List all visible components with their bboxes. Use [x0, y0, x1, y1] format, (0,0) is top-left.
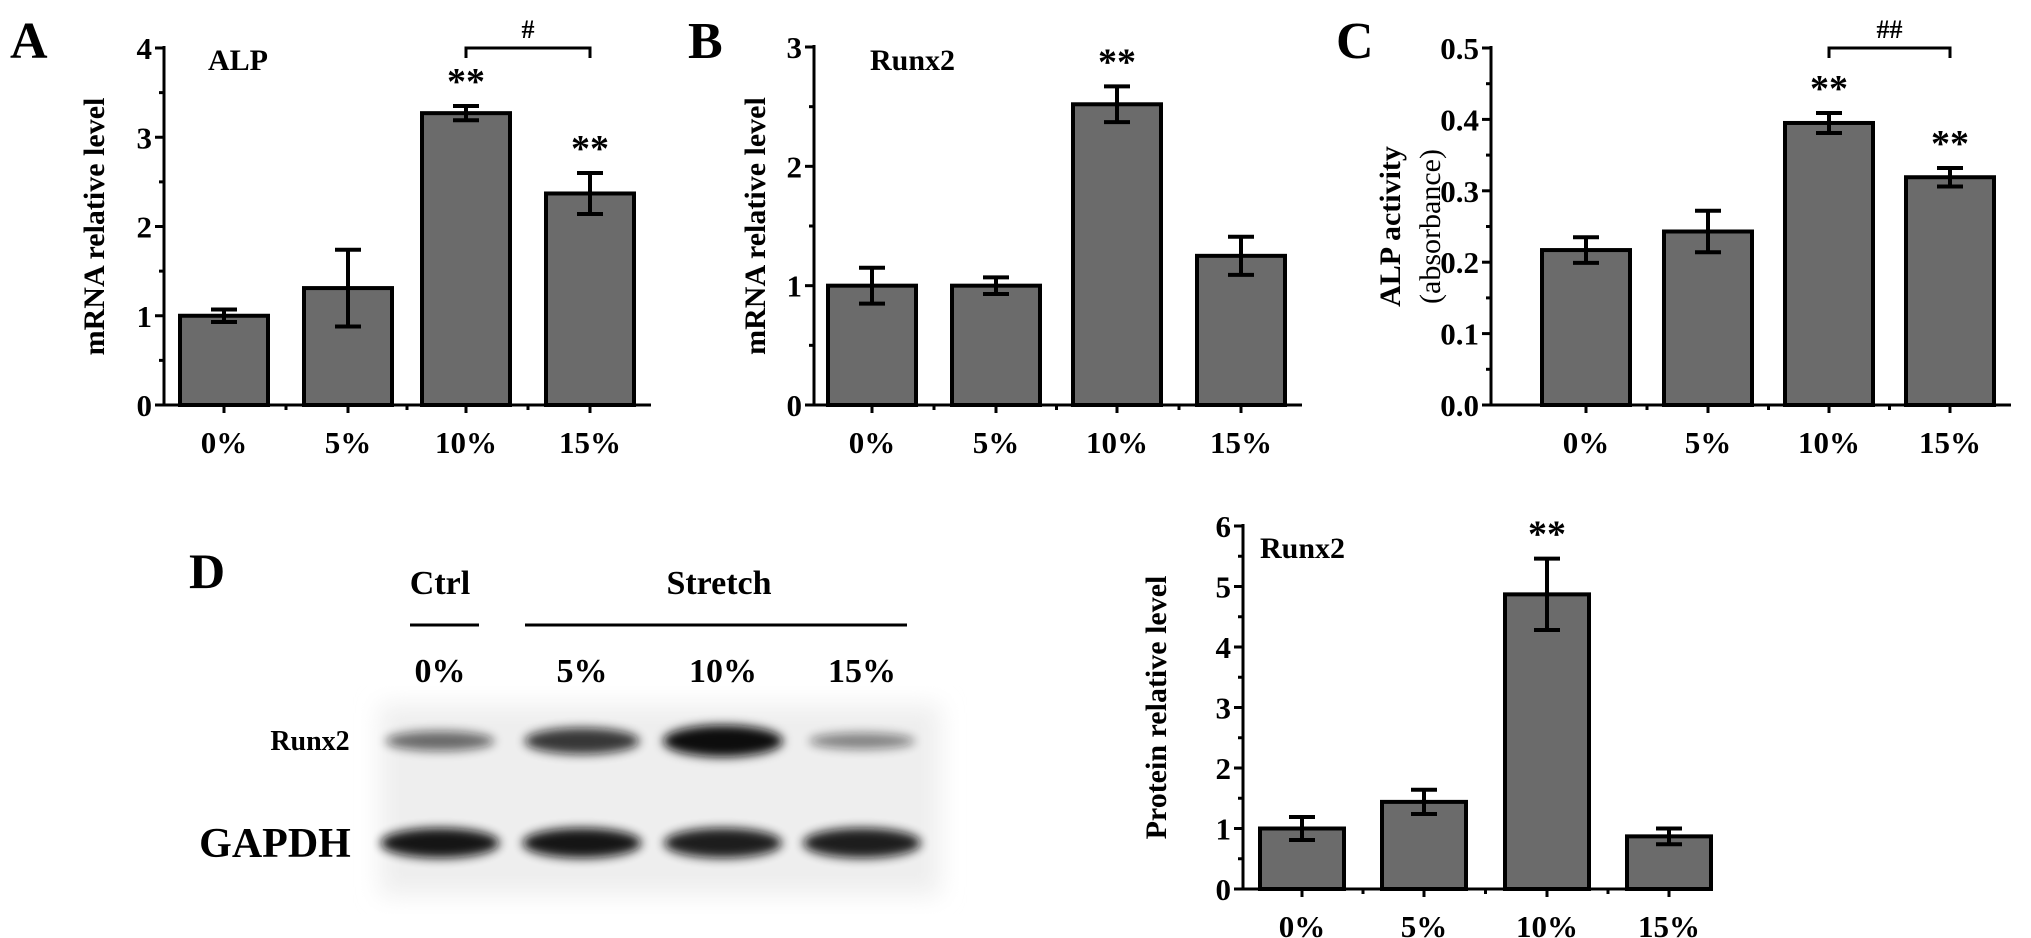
western-blot: Ctrl Stretch 0% 5% 10% 15% Runx2 GAPDH [199, 565, 940, 895]
x-tick-label: 0% [849, 425, 896, 460]
chart-title: Runx2 [870, 44, 955, 77]
x-tick-label: 5% [1401, 909, 1448, 938]
lane-label: 5% [557, 653, 608, 690]
y-tick-label: 0.0 [1440, 388, 1479, 423]
chart-C: 0% 5% ** 10% ** 15% 0.0 0.1 0.2 0.3 0.4 0.5 ALP acti… [1374, 15, 2011, 460]
y-tick-label: 1 [137, 299, 153, 334]
x-tick-label: 15% [1210, 425, 1272, 460]
bar-10% [1503, 592, 1591, 891]
chart-title: Runx2 [1260, 532, 1345, 565]
blot-group-stretch: Stretch [666, 565, 771, 602]
bar-10% [1071, 102, 1163, 407]
y-tick-label: 0 [137, 388, 153, 423]
y-tick-label: 5 [1216, 570, 1232, 605]
bar-15% [544, 191, 636, 407]
y-tick-label: 4 [1216, 630, 1232, 665]
x-tick-label: 0% [1563, 425, 1610, 460]
blot-band [524, 727, 640, 755]
panel-label-c: C [1336, 13, 1374, 70]
chart-A: 0% 5% ** 10% ** 15% 0 1 2 3 4 ALP mRNA relative leve… [78, 15, 651, 460]
chart-D: 0% 5% ** 10% 15% 0 1 2 3 4 5 6 Runx2 Protein relative… [1140, 509, 1713, 938]
y-tick-label: 0.4 [1440, 102, 1479, 137]
y-tick-label: 3 [137, 120, 153, 155]
bracket-label: ## [1877, 15, 1903, 44]
blot-band [385, 731, 495, 751]
bar-10% [1783, 120, 1875, 407]
x-tick-label: 10% [1798, 425, 1860, 460]
panel-label-b: B [688, 13, 723, 70]
y-axis-label-units: (absorbance) [1414, 149, 1447, 304]
blot-band [522, 828, 642, 858]
y-tick-label: 3 [1216, 691, 1232, 726]
chart-B: 0% 5% ** 10% 15% 0 1 2 3 Runx2 mRNA relative level [739, 30, 1302, 460]
y-tick-label: 2 [1216, 751, 1232, 786]
y-tick-label: 6 [1216, 509, 1232, 544]
x-tick-label: 0% [1279, 909, 1326, 938]
bar-0% [1540, 248, 1632, 407]
significance-bracket [464, 46, 592, 58]
lane-label: 0% [415, 653, 466, 690]
lane-label: 10% [689, 653, 757, 690]
y-tick-label: 1 [1216, 812, 1232, 847]
x-tick-label: 0% [201, 425, 248, 460]
x-tick-label: 10% [1086, 425, 1148, 460]
significance-label: ** [1931, 123, 1969, 165]
x-tick-label: 5% [325, 425, 372, 460]
y-axis-label: mRNA relative level [739, 97, 772, 355]
bar-10% [420, 111, 512, 407]
significance-label: ** [1810, 68, 1848, 110]
x-tick-label: 15% [1919, 425, 1981, 460]
blot-row-label: GAPDH [199, 821, 351, 867]
blot-group-ctrl: Ctrl [410, 565, 470, 602]
significance-label: ** [1528, 514, 1566, 556]
y-tick-label: 2 [787, 149, 803, 184]
blot-band [664, 828, 782, 858]
lane-label: 15% [828, 653, 896, 690]
bar-5% [950, 283, 1042, 407]
bar-15% [1904, 175, 1996, 407]
y-tick-label: 0.5 [1440, 31, 1479, 66]
bracket-label: # [522, 15, 535, 44]
y-tick-label: 3 [787, 30, 803, 65]
y-axis-label: Protein relative level [1140, 576, 1173, 840]
y-tick-label: 0 [787, 388, 803, 423]
bar-0% [178, 313, 270, 407]
x-tick-label: 5% [973, 425, 1020, 460]
bar-15% [1195, 253, 1287, 407]
bar-5% [1662, 229, 1754, 407]
blot-row-label: Runx2 [270, 726, 349, 757]
y-axis-label: ALP activity [1374, 146, 1407, 307]
significance-label: ** [571, 128, 609, 170]
significance-label: ** [447, 61, 485, 103]
x-tick-label: 5% [1685, 425, 1732, 460]
x-tick-label: 10% [435, 425, 497, 460]
x-tick-label: 15% [1638, 909, 1700, 938]
blot-band [380, 828, 500, 858]
blot-band [803, 828, 921, 858]
y-tick-label: 0 [1216, 872, 1232, 907]
y-axis-label: mRNA relative level [78, 98, 111, 356]
significance-bracket [1827, 46, 1952, 58]
y-tick-label: 4 [137, 31, 153, 66]
panel-label-d: D [189, 543, 225, 599]
chart-title: ALP [208, 44, 268, 77]
x-tick-label: 15% [559, 425, 621, 460]
y-tick-label: 2 [137, 210, 153, 245]
y-tick-label: 1 [787, 269, 803, 304]
y-tick-label: 0.2 [1440, 245, 1479, 280]
y-tick-label: 0.1 [1440, 317, 1479, 352]
x-tick-label: 10% [1516, 909, 1578, 938]
y-tick-label: 0.3 [1440, 174, 1479, 209]
blot-band [663, 725, 783, 757]
blot-band [809, 732, 915, 750]
significance-label: ** [1098, 41, 1136, 83]
panel-label-a: A [10, 13, 48, 70]
